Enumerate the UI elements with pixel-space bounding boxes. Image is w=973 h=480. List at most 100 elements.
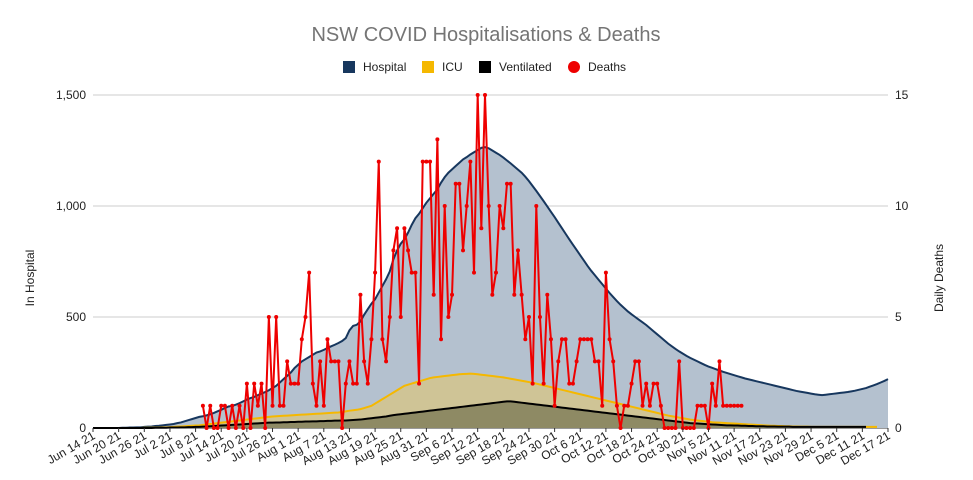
deaths-point — [603, 270, 608, 275]
deaths-point — [548, 337, 553, 342]
deaths-point — [537, 315, 542, 319]
deaths-point — [563, 337, 568, 342]
deaths-point — [365, 381, 370, 386]
deaths-point — [552, 403, 557, 408]
deaths-point — [574, 359, 579, 364]
deaths-point — [288, 381, 293, 386]
deaths-point — [321, 403, 326, 408]
deaths-point — [501, 226, 506, 231]
y2-axis-title: Daily Deaths — [932, 244, 946, 312]
deaths-point — [468, 159, 473, 164]
deaths-point — [607, 337, 612, 342]
y-tick-label: 1,000 — [56, 199, 86, 213]
deaths-point — [556, 359, 561, 364]
y-tick-label: 0 — [79, 421, 86, 435]
deaths-point — [329, 359, 334, 364]
legend-item-ventilated[interactable]: Ventilated — [479, 60, 552, 74]
legend-item-deaths[interactable]: Deaths — [568, 60, 626, 74]
deaths-point — [570, 381, 575, 386]
deaths-point — [464, 204, 469, 208]
deaths-point — [332, 359, 337, 364]
deaths-point — [735, 403, 740, 408]
deaths-point — [651, 381, 656, 386]
deaths-point — [472, 270, 477, 275]
deaths-point — [215, 426, 220, 430]
deaths-point — [376, 159, 381, 164]
deaths-point — [453, 181, 458, 186]
deaths-point — [519, 292, 524, 297]
deaths-point — [237, 403, 242, 408]
deaths-point — [669, 426, 674, 430]
deaths-point — [534, 204, 539, 208]
deaths-point — [457, 181, 462, 186]
deaths-point — [732, 403, 737, 408]
deaths-point — [684, 426, 689, 430]
y-tick-label: 500 — [66, 310, 86, 324]
deaths-point — [600, 403, 605, 408]
deaths-point — [340, 426, 345, 430]
deaths-point — [413, 270, 418, 275]
deaths-point — [307, 270, 312, 275]
legend-label-hospital: Hospital — [363, 60, 406, 74]
deaths-point — [369, 337, 374, 342]
deaths-point — [494, 270, 498, 275]
legend-item-hospital[interactable]: Hospital — [343, 60, 406, 74]
deaths-point — [296, 381, 301, 386]
deaths-point — [578, 337, 583, 342]
deaths-point — [508, 181, 513, 186]
deaths-point — [640, 403, 645, 408]
legend-item-icu[interactable]: ICU — [422, 60, 463, 74]
deaths-point — [314, 403, 319, 408]
deaths-point — [219, 403, 224, 408]
deaths-point — [211, 426, 216, 430]
deaths-point — [230, 403, 235, 408]
deaths-point — [373, 270, 378, 275]
deaths-point — [442, 204, 447, 208]
deaths-point — [673, 426, 678, 430]
legend-swatch-deaths — [568, 61, 580, 73]
deaths-point — [354, 381, 359, 386]
deaths-point — [567, 381, 572, 386]
deaths-point — [688, 426, 693, 430]
deaths-point — [717, 359, 722, 364]
deaths-point — [362, 359, 367, 364]
y-axis-title: In Hospital — [23, 250, 37, 307]
deaths-point — [274, 315, 279, 319]
deaths-point — [530, 381, 535, 386]
deaths-point — [541, 381, 546, 386]
deaths-point — [479, 226, 484, 231]
deaths-point — [596, 359, 601, 364]
deaths-point — [713, 403, 718, 408]
deaths-point — [450, 292, 455, 297]
deaths-point — [259, 381, 264, 386]
deaths-point — [428, 159, 433, 164]
deaths-point — [655, 381, 660, 386]
deaths-point — [358, 292, 363, 297]
deaths-point — [391, 248, 396, 253]
deaths-point — [446, 315, 451, 319]
deaths-point — [691, 426, 696, 430]
deaths-point — [343, 381, 348, 386]
deaths-point — [721, 403, 726, 408]
deaths-point — [526, 315, 531, 319]
deaths-point — [633, 359, 638, 364]
y-tick-label: 1,500 — [56, 88, 86, 102]
deaths-point — [318, 359, 323, 364]
deaths-point — [559, 337, 564, 342]
y2-tick-label: 15 — [895, 88, 909, 102]
deaths-point — [728, 403, 733, 408]
deaths-point — [325, 337, 330, 342]
deaths-point — [255, 403, 260, 408]
deaths-point — [695, 403, 700, 408]
deaths-point — [545, 292, 550, 297]
icu-area — [93, 373, 878, 428]
deaths-point — [424, 159, 429, 164]
deaths-point — [647, 403, 652, 408]
y2-tick-label: 5 — [895, 310, 902, 324]
deaths-point — [204, 426, 209, 430]
deaths-point — [461, 248, 466, 253]
deaths-point — [435, 137, 440, 142]
